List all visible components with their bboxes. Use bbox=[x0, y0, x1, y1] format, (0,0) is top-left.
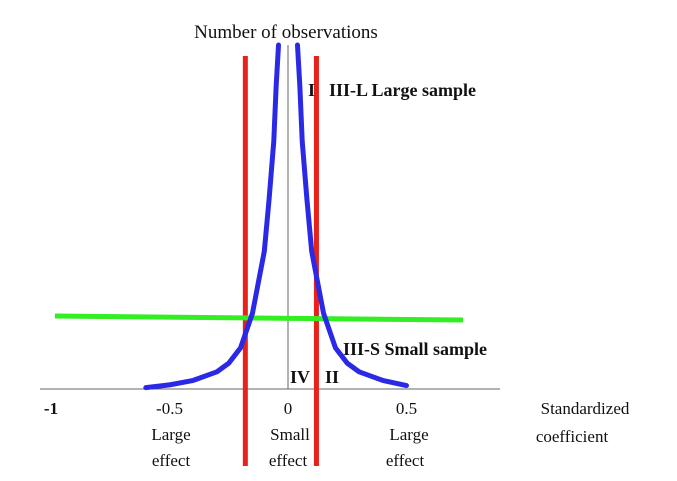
x-tick-label: 0 bbox=[284, 399, 293, 418]
annotation-region-iv: IV bbox=[290, 367, 310, 387]
effect-label-center-line2: effect bbox=[269, 451, 308, 470]
ticks-layer: -1 -0.5 0 0.5 bbox=[44, 399, 417, 418]
green-threshold-line bbox=[54, 313, 464, 323]
annotation-region-i: I bbox=[308, 80, 315, 100]
lines-layer bbox=[54, 56, 464, 466]
annotation-region-iii-s: III-S Small sample bbox=[343, 339, 487, 359]
chart-title: Number of observations bbox=[194, 22, 378, 43]
x-tick-label: 0.5 bbox=[396, 399, 417, 418]
annotation-region-iii-l: III-L Large sample bbox=[329, 80, 476, 100]
effect-label-right-line1: Large bbox=[389, 425, 428, 444]
x-tick-label: -0.5 bbox=[156, 399, 183, 418]
x-axis-label-line2: coefficient bbox=[536, 427, 609, 446]
curve-left-branch bbox=[143, 42, 282, 391]
effect-label-left-line1: Large bbox=[151, 425, 190, 444]
effect-label-left-line2: effect bbox=[152, 451, 191, 470]
effect-label-right-line2: effect bbox=[386, 451, 425, 470]
x-axis-label-line1: Standardized bbox=[541, 399, 630, 418]
curve-right-branch bbox=[294, 42, 409, 389]
curve-layer bbox=[143, 42, 409, 391]
annotation-region-ii: II bbox=[325, 367, 339, 387]
x-tick-label: -1 bbox=[44, 399, 58, 418]
effect-label-center-line1: Small bbox=[270, 425, 310, 444]
